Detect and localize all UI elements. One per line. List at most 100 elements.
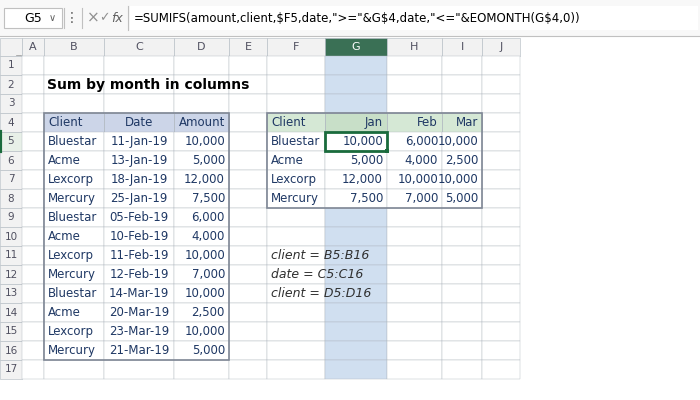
Bar: [229, 246, 267, 265]
Text: 5,000: 5,000: [192, 154, 225, 167]
Bar: [44, 322, 104, 341]
Bar: [387, 170, 442, 189]
Bar: [325, 189, 387, 208]
Text: I: I: [461, 42, 463, 52]
Bar: [442, 170, 482, 189]
Bar: [44, 303, 104, 322]
Bar: [442, 322, 482, 341]
Bar: [174, 75, 229, 94]
Bar: [22, 303, 44, 322]
Bar: [174, 303, 229, 322]
Bar: [387, 56, 442, 75]
Text: 7,000: 7,000: [192, 268, 225, 281]
Text: 3: 3: [8, 98, 14, 108]
Text: Client: Client: [48, 116, 83, 129]
Text: 2,500: 2,500: [444, 154, 478, 167]
Bar: [229, 132, 267, 151]
Text: 12-Feb-19: 12-Feb-19: [109, 268, 169, 281]
Bar: [482, 132, 520, 151]
Bar: [267, 38, 325, 56]
Bar: [104, 94, 174, 113]
Bar: [0, 360, 22, 379]
Bar: [267, 246, 325, 265]
Bar: [174, 170, 229, 189]
Bar: [482, 151, 520, 170]
Bar: [387, 303, 442, 322]
Bar: [0, 208, 22, 227]
Bar: [130, 6, 698, 30]
Bar: [267, 208, 325, 227]
Bar: [387, 208, 442, 227]
Bar: [387, 132, 442, 151]
Bar: [22, 151, 44, 170]
Bar: [174, 113, 229, 132]
Text: G: G: [351, 42, 360, 52]
Bar: [442, 132, 482, 151]
Bar: [22, 75, 44, 94]
Bar: [387, 341, 442, 360]
Text: client = D5:D16: client = D5:D16: [271, 287, 372, 300]
Text: A: A: [29, 42, 37, 52]
Bar: [267, 322, 325, 341]
Bar: [442, 303, 482, 322]
Bar: [174, 322, 229, 341]
Bar: [44, 75, 104, 94]
Bar: [442, 56, 482, 75]
Text: 10: 10: [4, 232, 18, 242]
Text: 11: 11: [4, 250, 18, 260]
Bar: [174, 265, 229, 284]
Bar: [482, 75, 520, 94]
Bar: [0, 94, 22, 113]
Bar: [104, 151, 174, 170]
Bar: [174, 170, 229, 189]
Bar: [174, 360, 229, 379]
Text: Acme: Acme: [48, 154, 81, 167]
Bar: [44, 170, 104, 189]
Bar: [174, 132, 229, 151]
Text: Acme: Acme: [271, 154, 304, 167]
Bar: [325, 94, 387, 113]
Bar: [22, 284, 44, 303]
Text: Sum by month in columns: Sum by month in columns: [47, 78, 249, 92]
Bar: [104, 170, 174, 189]
Bar: [387, 246, 442, 265]
Bar: [442, 113, 482, 132]
Bar: [387, 132, 442, 151]
Bar: [174, 56, 229, 75]
Bar: [104, 113, 174, 132]
Text: 5,000: 5,000: [192, 344, 225, 357]
Bar: [44, 113, 104, 132]
Bar: [442, 189, 482, 208]
Bar: [0, 170, 22, 189]
Text: Mercury: Mercury: [48, 344, 96, 357]
Bar: [267, 132, 325, 151]
Text: 13-Jan-19: 13-Jan-19: [111, 154, 168, 167]
Bar: [104, 227, 174, 246]
Bar: [44, 170, 104, 189]
Text: 12,000: 12,000: [342, 173, 383, 186]
Bar: [482, 246, 520, 265]
Text: 21-Mar-19: 21-Mar-19: [108, 344, 169, 357]
Text: Mercury: Mercury: [48, 192, 96, 205]
Bar: [44, 341, 104, 360]
Bar: [44, 151, 104, 170]
Text: 5: 5: [8, 136, 14, 146]
Text: Acme: Acme: [48, 230, 81, 243]
Bar: [387, 113, 442, 132]
Bar: [387, 227, 442, 246]
Text: C: C: [135, 42, 143, 52]
Bar: [104, 132, 174, 151]
Text: 10,000: 10,000: [398, 173, 438, 186]
Bar: [267, 56, 325, 75]
Bar: [44, 208, 104, 227]
Bar: [174, 265, 229, 284]
Bar: [104, 189, 174, 208]
Text: Lexcorp: Lexcorp: [271, 173, 317, 186]
Bar: [174, 341, 229, 360]
Text: ✓: ✓: [99, 12, 109, 24]
Bar: [104, 341, 174, 360]
Bar: [104, 170, 174, 189]
Bar: [267, 75, 325, 94]
Bar: [229, 56, 267, 75]
Bar: [229, 360, 267, 379]
